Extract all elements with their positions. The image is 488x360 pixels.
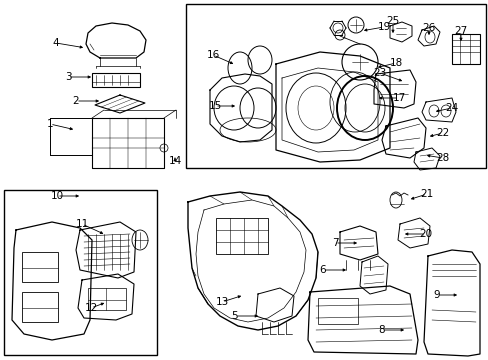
Bar: [22, 252, 58, 282]
Bar: [88, 288, 126, 310]
Bar: [216, 218, 267, 254]
Text: 2: 2: [73, 96, 79, 106]
Text: 16: 16: [206, 50, 219, 60]
Text: 15: 15: [208, 101, 221, 111]
Text: 26: 26: [422, 23, 435, 33]
Text: 20: 20: [419, 229, 432, 239]
Text: 7: 7: [331, 238, 338, 248]
Text: 23: 23: [373, 68, 386, 78]
Text: 9: 9: [433, 290, 439, 300]
Text: 13: 13: [215, 297, 228, 307]
Text: 27: 27: [453, 26, 467, 36]
Text: 3: 3: [64, 72, 71, 82]
Bar: [22, 292, 58, 322]
Text: 21: 21: [420, 189, 433, 199]
Bar: [92, 73, 140, 87]
Text: 24: 24: [445, 103, 458, 113]
Text: 22: 22: [435, 128, 448, 138]
Text: 11: 11: [75, 219, 88, 229]
Text: 8: 8: [378, 325, 385, 335]
Text: 1: 1: [46, 119, 53, 129]
Bar: [4, 190, 157, 355]
Text: 17: 17: [391, 93, 405, 103]
Text: 5: 5: [231, 311, 238, 321]
Text: 28: 28: [435, 153, 448, 163]
Text: 4: 4: [53, 38, 59, 48]
Bar: [92, 118, 163, 168]
Text: 10: 10: [50, 191, 63, 201]
Text: 14: 14: [168, 156, 181, 166]
Text: 6: 6: [319, 265, 325, 275]
Bar: [451, 34, 479, 64]
Text: 18: 18: [388, 58, 402, 68]
Text: 19: 19: [377, 22, 390, 32]
Text: 25: 25: [386, 16, 399, 26]
Bar: [317, 298, 357, 324]
Bar: [185, 4, 485, 168]
Text: 12: 12: [84, 303, 98, 313]
